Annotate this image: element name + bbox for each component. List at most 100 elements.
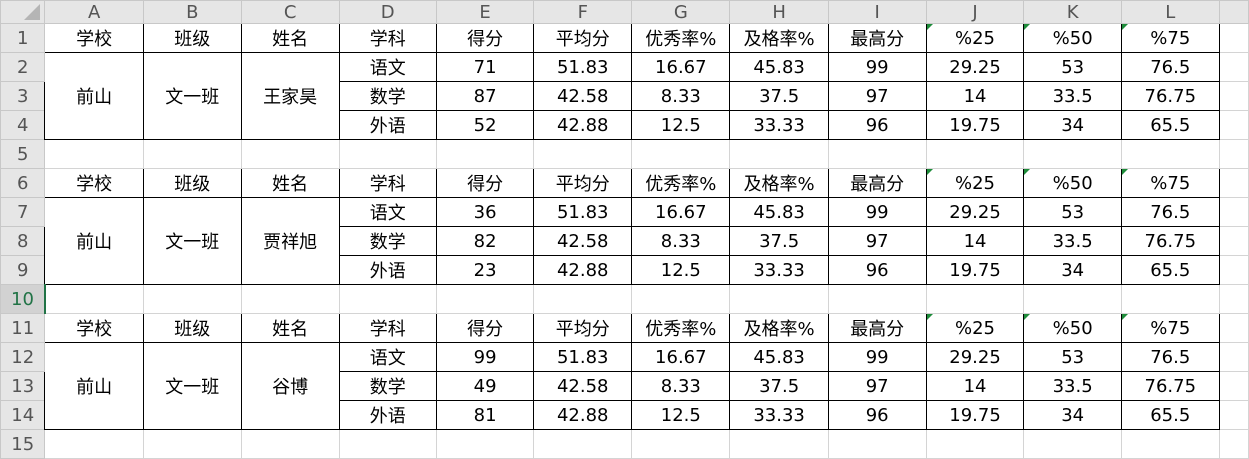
cell[interactable] [1218,23,1249,53]
value-cell[interactable]: 19.75 [925,255,1025,285]
value-cell[interactable]: 76.75 [1120,81,1220,111]
value-cell[interactable]: 45.83 [729,52,829,82]
cell[interactable] [1120,429,1220,459]
value-cell[interactable]: 45.83 [729,197,829,227]
cell[interactable] [925,284,1025,314]
cell[interactable] [44,429,144,459]
cell[interactable] [1218,371,1249,401]
row-header-15[interactable]: 15 [0,429,46,459]
cell[interactable] [142,284,242,314]
row-header-7[interactable]: 7 [0,197,46,227]
header-cell[interactable]: 得分 [435,168,535,198]
header-cell[interactable]: 优秀率% [631,313,731,343]
value-cell[interactable]: 65.5 [1120,255,1220,285]
value-cell[interactable]: 52 [435,110,535,140]
header-cell[interactable]: %50 [1023,23,1122,53]
cell[interactable] [1218,429,1249,459]
column-header-H[interactable]: H [729,0,829,24]
value-cell[interactable]: 76.75 [1120,371,1220,401]
cell[interactable] [631,284,731,314]
cell[interactable] [827,284,927,314]
value-cell[interactable]: 53 [1023,342,1122,372]
value-cell[interactable]: 76.75 [1120,226,1220,256]
column-header-G[interactable]: G [631,0,731,24]
value-cell[interactable]: 16.67 [631,52,731,82]
value-cell[interactable]: 33.33 [729,400,829,430]
cell[interactable] [1023,284,1122,314]
value-cell[interactable]: 65.5 [1120,110,1220,140]
row-header-2[interactable]: 2 [0,52,46,82]
school-cell[interactable]: 前山 [44,342,144,430]
cell[interactable] [338,139,437,169]
header-cell[interactable]: %75 [1120,168,1220,198]
subject-cell[interactable]: 数学 [338,226,437,256]
class-cell[interactable]: 文一班 [142,342,242,430]
header-cell[interactable]: 姓名 [240,23,340,53]
cell[interactable] [533,429,633,459]
cell[interactable] [533,139,633,169]
header-cell[interactable]: %50 [1023,313,1122,343]
cell[interactable] [827,139,927,169]
value-cell[interactable]: 97 [827,371,927,401]
value-cell[interactable]: 29.25 [925,52,1025,82]
value-cell[interactable]: 99 [827,52,927,82]
column-header-M[interactable] [1218,0,1249,24]
value-cell[interactable]: 99 [827,342,927,372]
value-cell[interactable]: 33.5 [1023,81,1122,111]
column-header-K[interactable]: K [1023,0,1122,24]
cell[interactable] [729,284,829,314]
value-cell[interactable]: 8.33 [631,81,731,111]
header-cell[interactable]: 最高分 [827,313,927,343]
cell[interactable] [44,284,144,314]
subject-cell[interactable]: 外语 [338,110,437,140]
cell[interactable] [1218,81,1249,111]
header-cell[interactable]: 平均分 [533,23,633,53]
value-cell[interactable]: 14 [925,226,1025,256]
header-cell[interactable]: 最高分 [827,23,927,53]
header-cell[interactable]: 班级 [142,23,242,53]
value-cell[interactable]: 8.33 [631,371,731,401]
value-cell[interactable]: 33.5 [1023,226,1122,256]
cell[interactable] [435,139,535,169]
column-header-J[interactable]: J [925,0,1025,24]
value-cell[interactable]: 65.5 [1120,400,1220,430]
value-cell[interactable]: 16.67 [631,197,731,227]
value-cell[interactable]: 19.75 [925,400,1025,430]
value-cell[interactable]: 29.25 [925,342,1025,372]
cell[interactable] [240,139,340,169]
header-cell[interactable]: 学科 [338,23,437,53]
header-cell[interactable]: %75 [1120,23,1220,53]
value-cell[interactable]: 97 [827,226,927,256]
value-cell[interactable]: 42.88 [533,255,633,285]
cell[interactable] [631,139,731,169]
cell[interactable] [240,429,340,459]
cell[interactable] [1218,52,1249,82]
column-header-E[interactable]: E [435,0,535,24]
cell[interactable] [1218,168,1249,198]
header-cell[interactable]: 姓名 [240,168,340,198]
value-cell[interactable]: 33.33 [729,110,829,140]
subject-cell[interactable]: 外语 [338,400,437,430]
column-header-C[interactable]: C [240,0,340,24]
value-cell[interactable]: 23 [435,255,535,285]
row-header-10[interactable]: 10 [0,284,46,314]
cell[interactable] [338,284,437,314]
header-cell[interactable]: 及格率% [729,313,829,343]
row-header-5[interactable]: 5 [0,139,46,169]
header-cell[interactable]: 及格率% [729,168,829,198]
header-cell[interactable]: 班级 [142,313,242,343]
column-header-D[interactable]: D [338,0,437,24]
header-cell[interactable]: 学科 [338,168,437,198]
subject-cell[interactable]: 语文 [338,197,437,227]
value-cell[interactable]: 37.5 [729,226,829,256]
value-cell[interactable]: 53 [1023,52,1122,82]
cell[interactable] [1218,255,1249,285]
header-cell[interactable]: 学校 [44,168,144,198]
cell[interactable] [729,139,829,169]
row-header-11[interactable]: 11 [0,313,46,343]
cell[interactable] [533,284,633,314]
cell[interactable] [827,429,927,459]
value-cell[interactable]: 51.83 [533,342,633,372]
subject-cell[interactable]: 语文 [338,52,437,82]
value-cell[interactable]: 19.75 [925,110,1025,140]
